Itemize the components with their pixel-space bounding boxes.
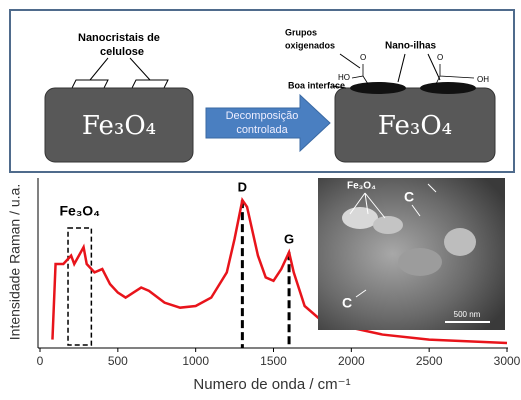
particle — [444, 228, 476, 256]
chem: OH — [477, 75, 489, 84]
block-label: Fe₃O₄ — [82, 111, 156, 141]
x-axis-label: Numero de onda / cm⁻¹ — [193, 376, 350, 393]
inset-label: C — [404, 189, 414, 205]
arrow-label: controlada — [236, 124, 288, 136]
highlight-label: Fe₃O₄ — [60, 203, 100, 219]
chem: O — [437, 53, 443, 62]
label: Nanocristais de — [78, 32, 160, 44]
label: oxigenados — [285, 40, 335, 50]
scale-label: 500 nm — [454, 310, 481, 319]
inset-label: Fe₃O₄ — [347, 181, 376, 192]
inset-label: C — [342, 295, 352, 311]
particle — [398, 248, 442, 276]
label: Boa interface — [288, 80, 345, 90]
arrow-label: Decomposição — [226, 110, 299, 122]
reference-label: G — [284, 232, 294, 247]
label: Nano-ilhas — [385, 41, 437, 52]
y-axis-label: Intensidade Raman / u.a. — [7, 184, 23, 340]
x-tick-label: 2500 — [416, 354, 443, 368]
x-tick-label: 500 — [108, 354, 128, 368]
inset: Fe₃O₄ C C 500 nm — [318, 178, 505, 330]
figure: Nanocristais de celulose Fe₃O₄ Decomposi… — [0, 0, 521, 400]
x-tick-label: 1000 — [182, 354, 209, 368]
x-tick-label: 1500 — [260, 354, 287, 368]
x-tick-label: 0 — [37, 354, 44, 368]
block-label: Fe₃O₄ — [378, 111, 452, 141]
nanocrystal — [72, 80, 108, 88]
chem: HO — [338, 73, 350, 82]
label: Grupos — [285, 27, 317, 37]
particle — [373, 216, 403, 234]
highlight-box — [68, 228, 91, 345]
nano-island — [350, 82, 406, 94]
nanocrystal — [132, 80, 168, 88]
label: celulose — [100, 46, 144, 58]
particle — [342, 207, 378, 229]
x-tick-label: 3000 — [494, 354, 521, 368]
chem: O — [360, 53, 366, 62]
schematic: Nanocristais de celulose Fe₃O₄ Decomposi… — [10, 10, 514, 172]
nano-island — [420, 82, 476, 94]
x-tick-label: 2000 — [338, 354, 365, 368]
reference-label: D — [238, 180, 247, 195]
